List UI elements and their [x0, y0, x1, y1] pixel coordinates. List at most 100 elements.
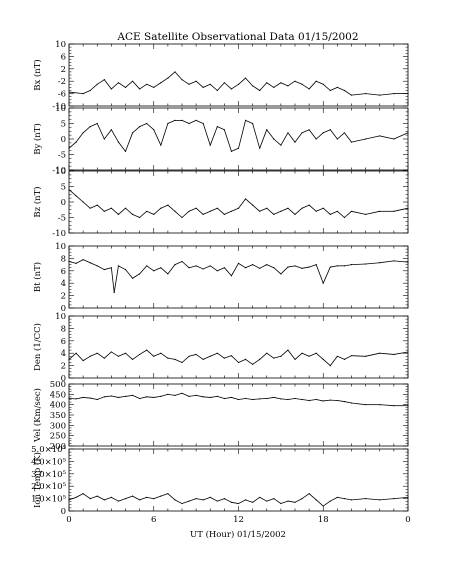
- data-point: [117, 265, 120, 267]
- data-point: [82, 132, 84, 134]
- y-tick-label: 10: [55, 312, 66, 322]
- series-segment: [238, 120, 246, 149]
- series-segment: [393, 132, 409, 140]
- series-segment: [203, 265, 211, 270]
- data-point: [365, 138, 367, 140]
- y-tick-label: 0: [61, 304, 66, 314]
- series-segment: [139, 83, 147, 90]
- series-segment: [245, 499, 253, 503]
- series-segment: [181, 355, 190, 363]
- series-segment: [365, 210, 380, 215]
- y-tick-label: 2: [61, 65, 66, 75]
- series-bx-nt: [68, 71, 409, 96]
- data-point: [237, 207, 240, 209]
- series-segment: [245, 398, 253, 400]
- data-point: [329, 399, 331, 401]
- series-segment: [118, 265, 126, 270]
- series-segment: [280, 266, 289, 275]
- x-axis-label: UT (Hour) 01/15/2002: [190, 529, 286, 540]
- series-segment: [118, 352, 126, 357]
- data-point: [139, 273, 141, 275]
- series-segment: [259, 82, 268, 91]
- series-segment: [210, 497, 218, 502]
- series-segment: [160, 77, 169, 84]
- y-tick-label: -10: [52, 166, 66, 176]
- series-segment: [160, 123, 169, 146]
- series-segment: [287, 500, 296, 503]
- data-point: [181, 361, 183, 364]
- data-point: [244, 198, 247, 200]
- series-by-nt: [68, 119, 409, 152]
- y-tick-label: 4.0×10⁵: [31, 457, 66, 467]
- data-point: [223, 82, 225, 84]
- x-tick-label: 12: [233, 515, 244, 525]
- data-point: [202, 358, 204, 360]
- data-point: [103, 499, 105, 501]
- series-segment: [125, 495, 133, 499]
- series-segment: [181, 261, 190, 269]
- series-segment: [280, 398, 288, 400]
- series-segment: [146, 123, 155, 131]
- data-point: [89, 126, 91, 128]
- series-segment: [96, 204, 105, 212]
- series-segment: [139, 349, 147, 355]
- series-bt-nt: [68, 259, 409, 294]
- data-point: [103, 268, 105, 271]
- data-point: [280, 502, 282, 505]
- series-segment: [323, 399, 331, 402]
- data-point: [124, 352, 127, 354]
- series-segment: [125, 269, 133, 279]
- series-segment: [365, 352, 380, 357]
- data-point: [230, 501, 233, 503]
- data-point: [365, 355, 367, 357]
- data-point: [343, 498, 346, 500]
- series-segment: [111, 395, 119, 398]
- data-point: [174, 499, 176, 501]
- series-segment: [210, 265, 218, 272]
- series-segment: [337, 132, 345, 140]
- panel-bt-nt: 10 8 6 4 2 0 Bt (nT): [32, 242, 409, 314]
- series-segment: [393, 207, 409, 212]
- series-segment: [224, 355, 232, 359]
- data-point: [188, 210, 190, 212]
- data-point: [174, 71, 176, 73]
- series-segment: [322, 359, 331, 366]
- data-point: [329, 266, 331, 268]
- series-segment: [111, 207, 119, 215]
- y-tick-label: 5: [61, 183, 66, 193]
- series-segment: [344, 264, 352, 267]
- data-point: [315, 499, 317, 501]
- series-segment: [68, 496, 77, 501]
- data-point: [273, 396, 275, 399]
- data-point: [209, 83, 211, 85]
- series-segment: [125, 352, 133, 360]
- series-segment: [196, 498, 204, 501]
- data-point: [167, 357, 169, 359]
- series-segment: [280, 349, 289, 357]
- data-point: [75, 141, 77, 143]
- data-point: [280, 273, 282, 275]
- data-point: [230, 88, 233, 90]
- data-point: [160, 352, 162, 354]
- data-point: [365, 263, 367, 265]
- data-point: [301, 398, 303, 401]
- data-point: [181, 392, 183, 394]
- data-point: [273, 213, 275, 215]
- data-point: [124, 268, 127, 271]
- data-point: [237, 262, 240, 264]
- series-segment: [174, 71, 183, 80]
- series-segment: [146, 83, 154, 88]
- series-segment: [266, 82, 275, 88]
- data-point: [96, 83, 98, 85]
- data-point: [216, 89, 218, 92]
- y-tick-label: -2: [58, 77, 66, 87]
- data-point: [124, 207, 127, 209]
- data-point: [139, 499, 141, 501]
- series-segment: [174, 499, 183, 504]
- data-point: [294, 80, 296, 82]
- y-tick-label: 4: [61, 279, 66, 289]
- y-tick-label: 10: [55, 40, 66, 50]
- series-segment: [245, 359, 253, 365]
- series-segment: [301, 493, 310, 499]
